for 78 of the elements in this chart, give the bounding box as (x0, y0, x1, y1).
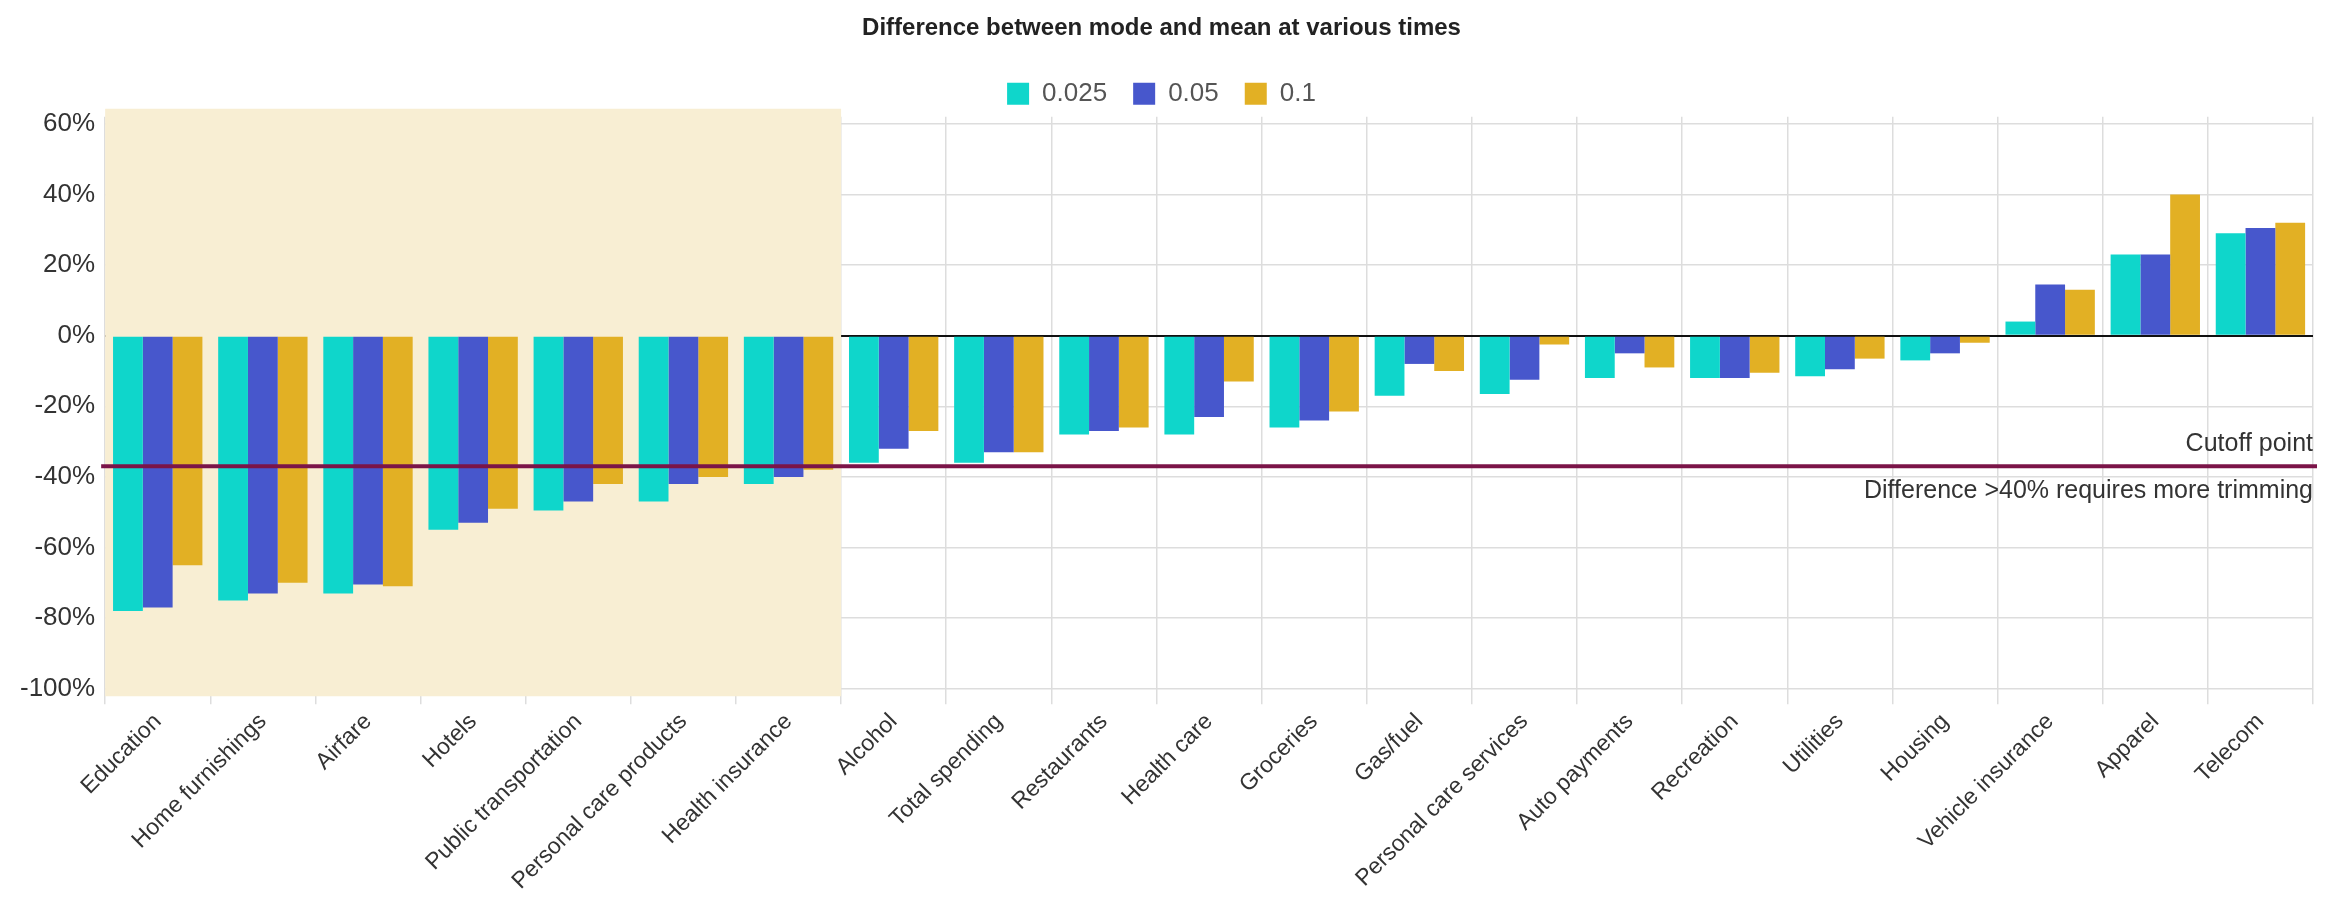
bar (1959, 336, 1990, 343)
bar (218, 336, 248, 601)
bar (563, 336, 594, 502)
bar (172, 336, 203, 566)
bar (593, 336, 623, 484)
bar (1194, 336, 1224, 417)
bar (1118, 336, 1149, 428)
bar (323, 336, 354, 594)
bar (1299, 336, 1330, 421)
bar (2215, 233, 2246, 335)
bar (1644, 336, 1675, 368)
bar (1434, 336, 1465, 371)
bar (2110, 254, 2141, 335)
bar (773, 336, 804, 477)
bar (1930, 336, 1960, 354)
bar (1013, 336, 1044, 453)
bar (1900, 336, 1931, 361)
bar (1479, 336, 1510, 394)
bar (908, 336, 939, 431)
bar (954, 336, 984, 463)
bar (1269, 336, 1300, 428)
bar (1690, 336, 1720, 379)
bar (1329, 336, 1359, 412)
bar (1749, 336, 1780, 373)
bar (983, 336, 1014, 453)
y-tick-label: 60% (43, 107, 96, 138)
bar (743, 336, 774, 484)
bar (698, 336, 729, 477)
bar (533, 336, 564, 511)
bar (1404, 336, 1435, 364)
bar (2035, 284, 2066, 335)
bar (1509, 336, 1540, 380)
legend-label: 0.1 (1279, 76, 1316, 107)
bar (488, 336, 518, 509)
bar (382, 336, 413, 587)
bar (1614, 336, 1645, 354)
bar (1584, 336, 1615, 379)
bar (353, 336, 383, 585)
bar (1539, 336, 1570, 345)
bar (1374, 336, 1405, 396)
bar (1223, 336, 1254, 382)
y-tick-label: 0% (57, 318, 96, 349)
y-tick-label: -100% (20, 671, 96, 702)
bar (458, 336, 489, 523)
y-tick-label: -20% (34, 389, 96, 420)
bar (142, 336, 173, 608)
bar (2005, 321, 2036, 335)
bar (878, 336, 909, 449)
bar (803, 336, 834, 470)
legend-label: 0.05 (1168, 76, 1219, 107)
y-tick-label: -40% (34, 460, 96, 491)
legend-label: 0.025 (1042, 76, 1108, 107)
bar (1795, 336, 1825, 377)
chart-title: Difference between mode and mean at various times (862, 13, 1461, 41)
bar (1059, 336, 1090, 435)
y-tick-label: -60% (34, 530, 96, 561)
bar (1089, 336, 1119, 431)
bar (2065, 289, 2095, 335)
bar (1825, 336, 1855, 370)
bar (1854, 336, 1885, 359)
ref-line-label: Cutoff point (2185, 427, 2314, 456)
y-tick-label: 20% (43, 248, 96, 279)
bar (277, 336, 308, 583)
bar (113, 336, 143, 612)
bar (848, 336, 879, 463)
bar (2170, 194, 2200, 335)
bar (2245, 228, 2276, 335)
annotation: Difference >40% requires more trimming (1863, 474, 2313, 503)
bar (247, 336, 278, 594)
bar (638, 336, 669, 502)
bar (1164, 336, 1195, 435)
y-tick-label: 40% (43, 177, 96, 208)
bar (2140, 254, 2171, 335)
bar (668, 336, 699, 484)
bar (1719, 336, 1750, 379)
bar (428, 336, 459, 530)
y-tick-label: -80% (34, 601, 96, 632)
bar (2275, 222, 2306, 335)
